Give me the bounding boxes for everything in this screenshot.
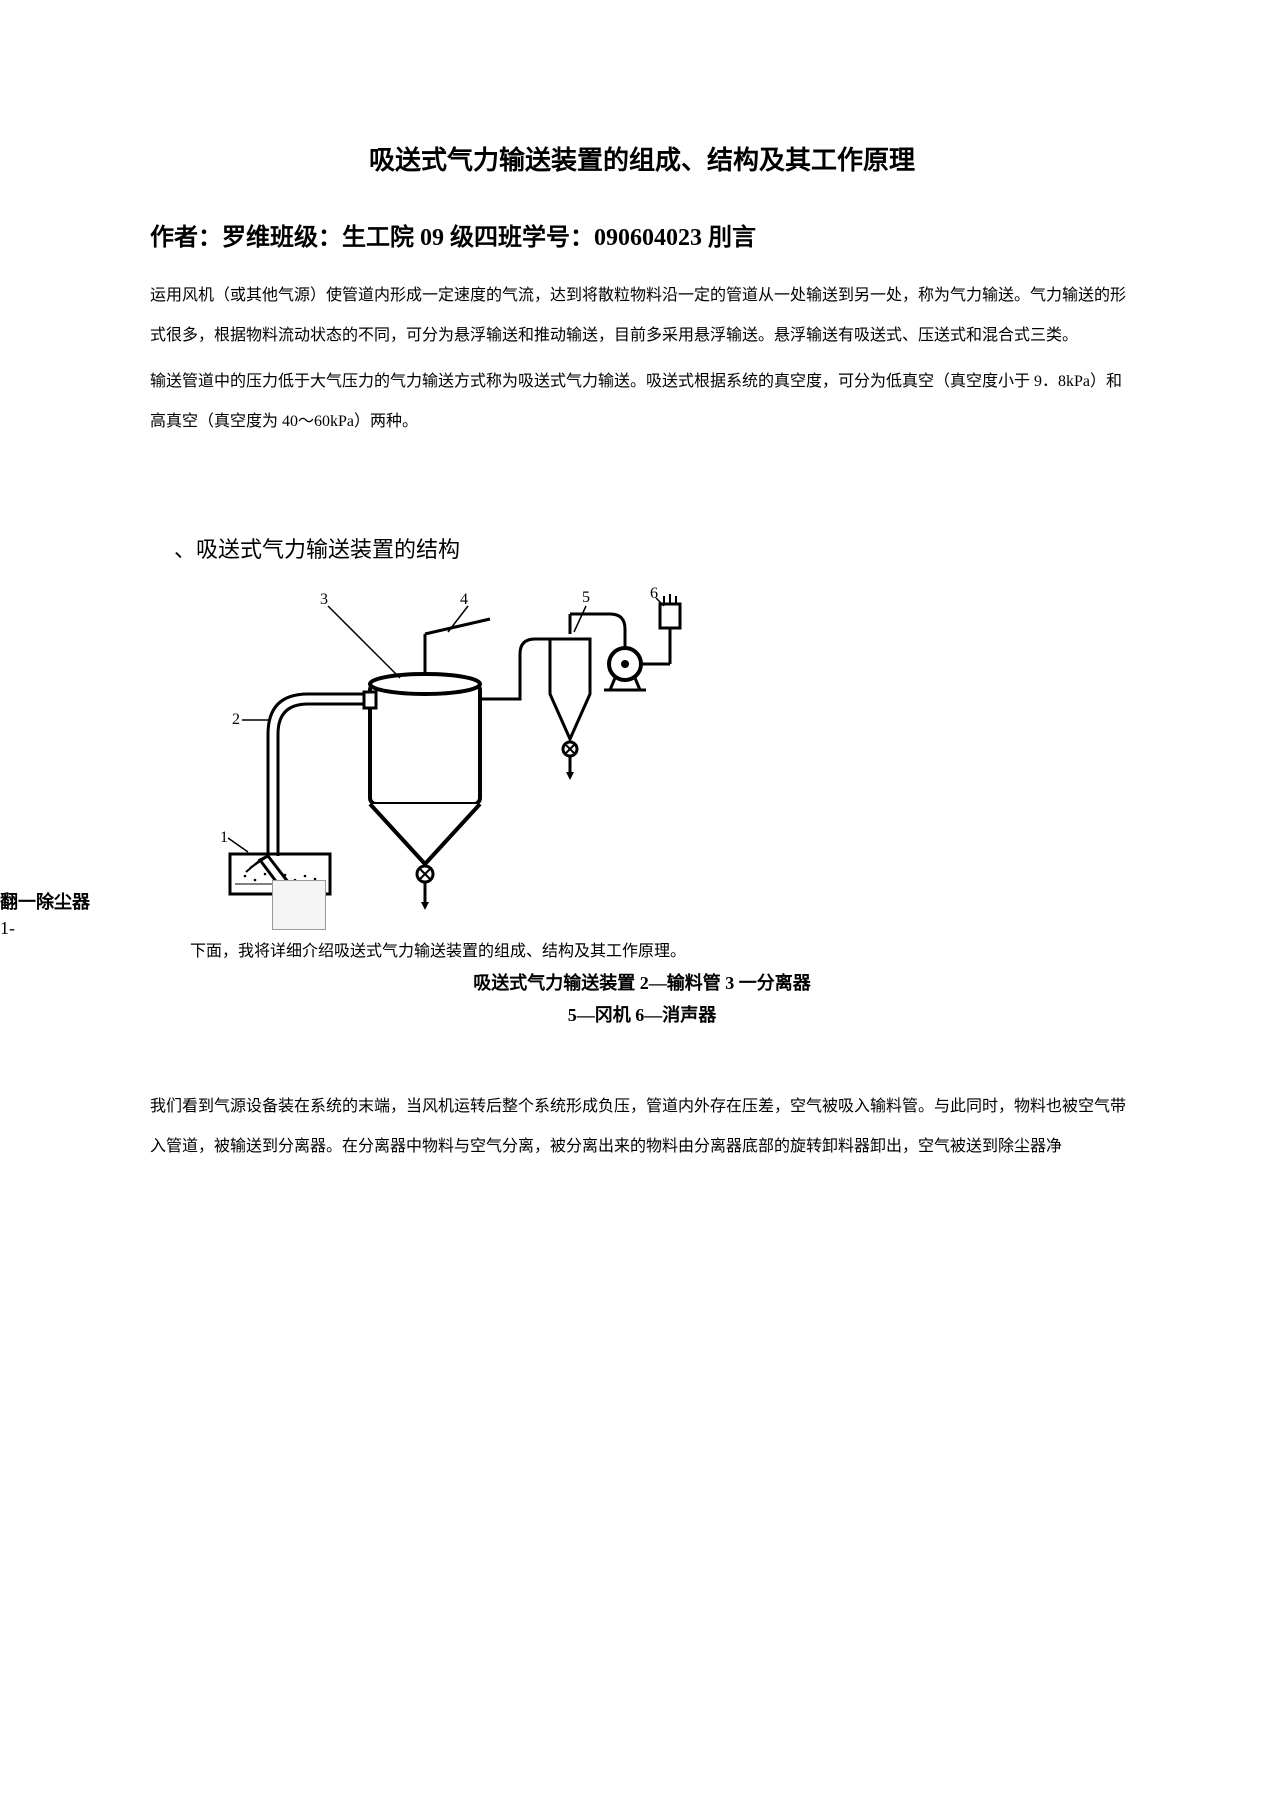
diagram-label-2: 2 bbox=[232, 711, 240, 728]
document-page: 吸送式气力输送装置的组成、结构及其工作原理 作者：罗维班级：生工院 09 级四班… bbox=[0, 0, 1274, 1227]
author-line: 作者：罗维班级：生工院 09 级四班学号：090604023 刖言 bbox=[150, 217, 1134, 252]
intro-paragraph-2: 输送管道中的压力低于大气压力的气力输送方式称为吸送式气力输送。吸送式根据系统的真… bbox=[150, 362, 1134, 442]
margin-note-2: 1- bbox=[0, 918, 15, 939]
inline-image-placeholder bbox=[272, 880, 326, 930]
section-heading-wrap: 、吸送式气力输送装置的结构 bbox=[150, 532, 1134, 564]
caption-legend-2: 5—冈机 6—消声器 bbox=[150, 1001, 1134, 1027]
diagram-wrap: 1 2 3 4 5 6 bbox=[190, 584, 1134, 919]
diagram-label-3: 3 bbox=[320, 591, 328, 608]
caption-intro: 下面，我将详细介绍吸送式气力输送装置的组成、结构及其工作原理。 bbox=[190, 937, 1134, 961]
section-heading: 、吸送式气力输送装置的结构 bbox=[150, 532, 1134, 564]
body-paragraph-1: 我们看到气源设备装在系统的末端，当风机运转后整个系统形成负压，管道内外存在压差，… bbox=[150, 1087, 1134, 1167]
margin-note-1: 翻一除尘器 bbox=[0, 888, 90, 914]
intro-paragraph-1: 运用风机（或其他气源）使管道内形成一定速度的气流，达到将散粒物料沿一定的管道从一… bbox=[150, 276, 1134, 356]
diagram-label-5: 5 bbox=[582, 589, 590, 606]
page-title: 吸送式气力输送装置的组成、结构及其工作原理 bbox=[150, 140, 1134, 177]
diagram-label-1: 1 bbox=[220, 829, 228, 846]
diagram-label-4: 4 bbox=[460, 591, 468, 608]
pneumatic-diagram: 1 2 3 4 5 6 bbox=[190, 584, 690, 914]
caption-legend-1: 吸送式气力输送装置 2—输料管 3 一分离器 bbox=[150, 969, 1134, 995]
margin-note-1-text: 翻一除尘器 bbox=[0, 892, 90, 912]
